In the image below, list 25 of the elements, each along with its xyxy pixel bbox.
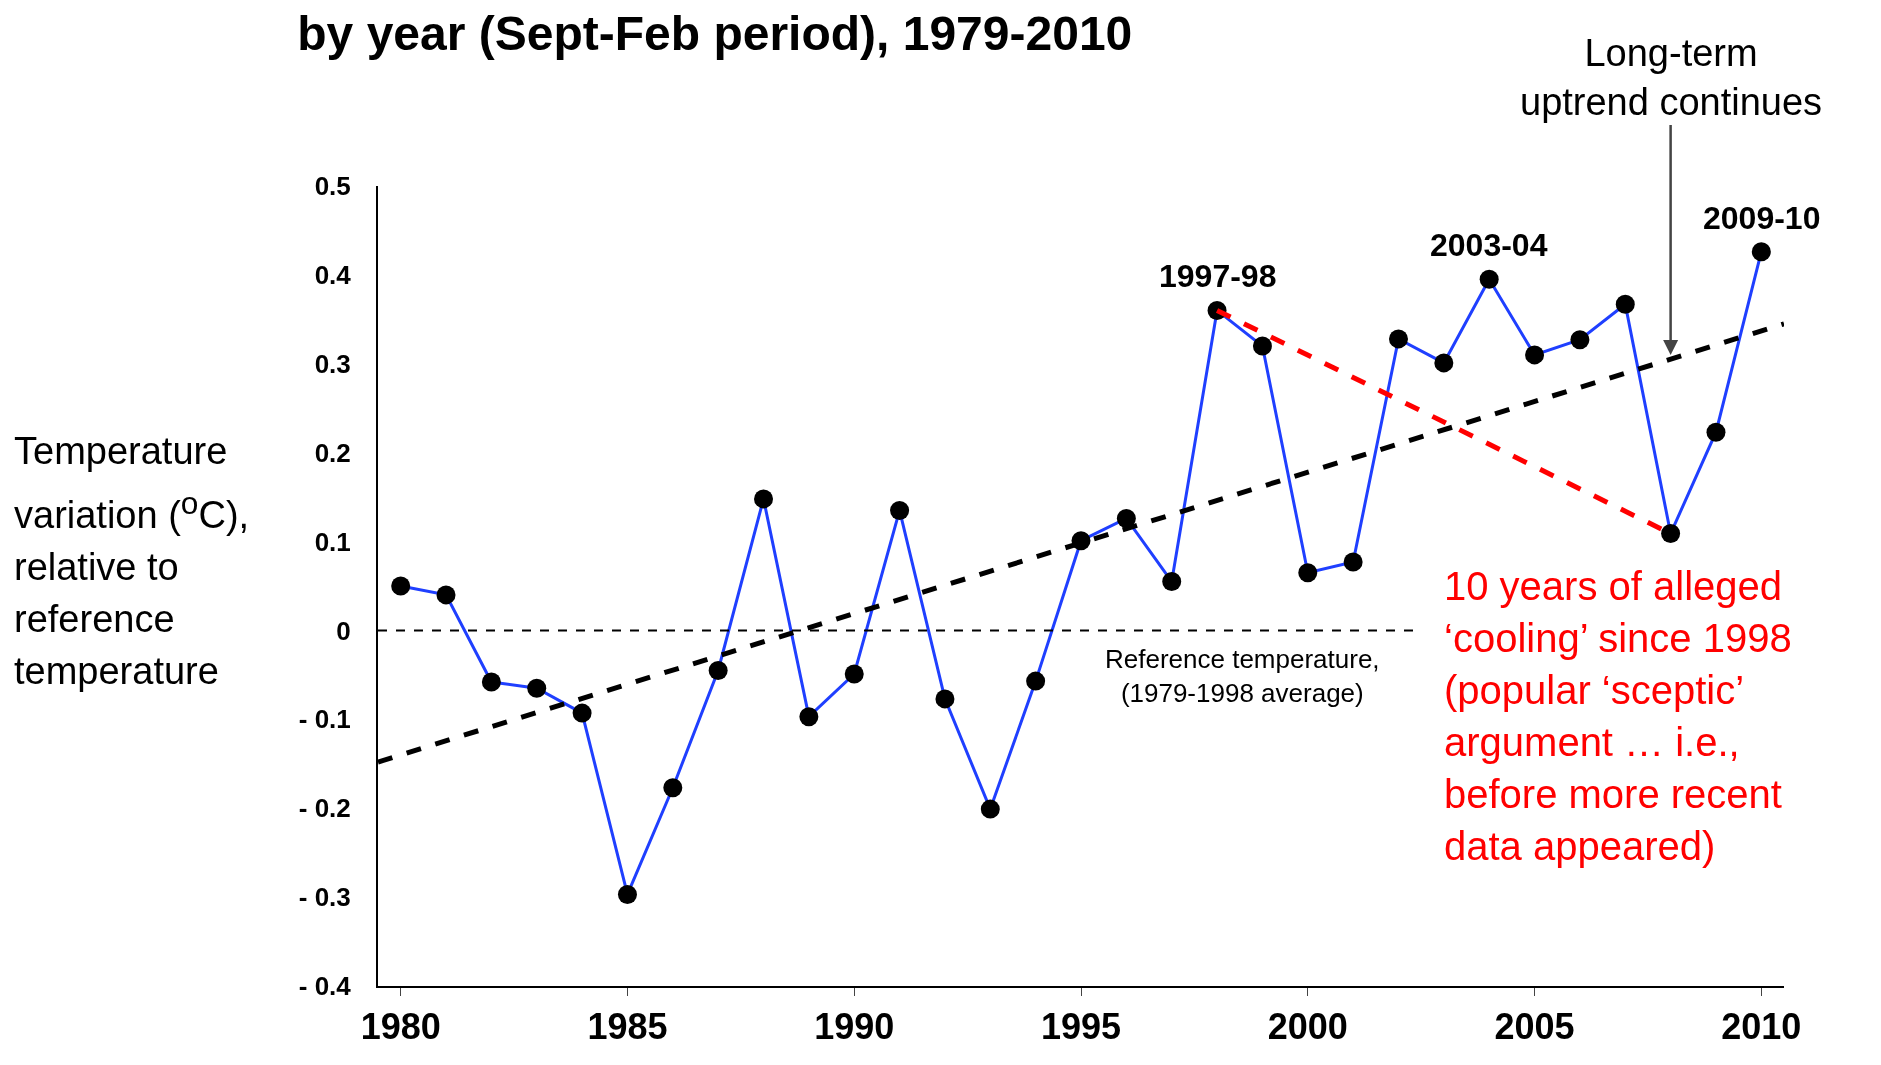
x-tick-label: 1980 <box>360 1006 441 1048</box>
y-tick-label: 0.5 <box>314 171 351 202</box>
y-tick-label: 0.4 <box>314 259 352 290</box>
y-tick-label: 0.1 <box>314 526 351 557</box>
x-tick-label: 1995 <box>1040 1006 1122 1048</box>
y-tick-label: - 0.3 <box>298 882 351 913</box>
y-tick-label: - 0.4 <box>298 971 352 1002</box>
annotation: 1997-98 <box>1159 258 1277 294</box>
y-tick-label: - 0.1 <box>298 704 351 735</box>
y-axis-title: Temperature variation ($^{o}$C), relative to reference temperature <box>14 429 251 694</box>
x-tick-label: 1985 <box>587 1006 668 1048</box>
ref-line-label: Reference temperature, (1979-1998 average) <box>1105 644 1380 708</box>
x-tick-label: 2000 <box>1267 1006 1348 1048</box>
x-tick-label: 2010 <box>1721 1006 1802 1048</box>
annotation: Long-term uptrend continues <box>1520 32 1823 124</box>
x-tick-label: 1990 <box>814 1006 895 1048</box>
y-tick-label: 0.2 <box>314 437 351 468</box>
annotation: 2009-10 <box>1703 200 1821 236</box>
y-tick-label: 0.3 <box>314 348 351 379</box>
y-tick-label: - 0.2 <box>298 793 351 824</box>
x-tick-label: 2005 <box>1494 1006 1575 1048</box>
chart-title: by year (Sept-Feb period), 1979-2010 <box>297 6 1133 60</box>
y-tick-label: 0 <box>336 615 351 646</box>
annotation: 2003-04 <box>1430 227 1548 263</box>
annotation: 10 years of alleged ‘cooling’ since 1998 (popular ‘sceptic’ argument … i.e., before more recent data appeared) <box>1444 564 1792 868</box>
